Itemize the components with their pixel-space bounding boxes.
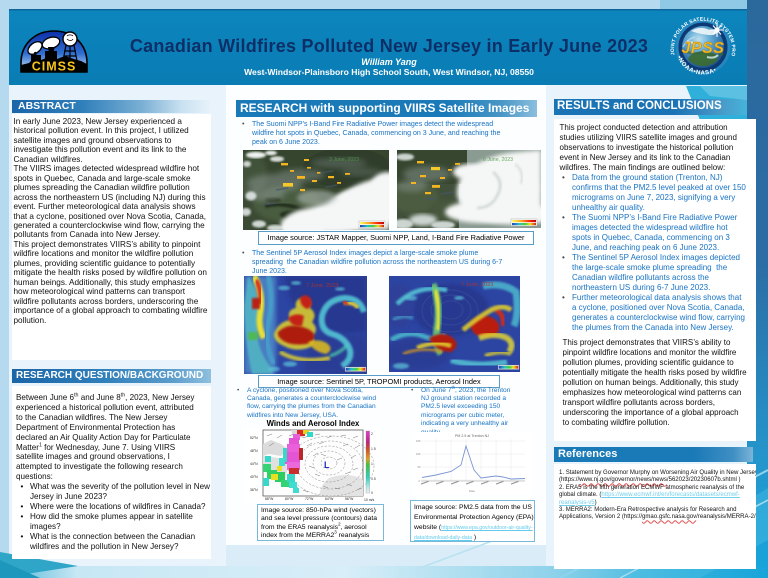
- svg-text:JPSS: JPSS: [682, 40, 725, 57]
- svg-text:CIMSS: CIMSS: [32, 60, 77, 74]
